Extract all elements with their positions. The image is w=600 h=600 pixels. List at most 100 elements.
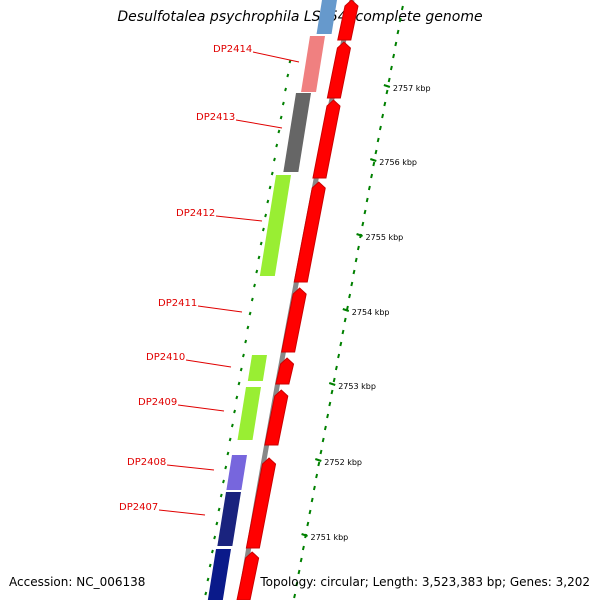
scale-minor-tick (352, 269, 356, 275)
inner-guide-tick (208, 563, 212, 568)
scale-minor-tick (381, 113, 385, 119)
gene-label-dp2413: DP2413 (196, 112, 235, 123)
gene-leader-line (215, 215, 263, 222)
scale-minor-tick (339, 341, 343, 347)
scale-minor-tick (308, 509, 312, 515)
gene-leader-line (166, 464, 215, 471)
gene-label-dp2414: DP2414 (213, 44, 252, 55)
inner-guide-tick (284, 87, 288, 92)
scale-major-tick (328, 382, 336, 386)
scale-minor-tick (312, 485, 316, 491)
inner-guide-tick (222, 479, 225, 484)
accession-text: Accession: NC_006138 (9, 575, 146, 589)
inner-guide-tick (206, 577, 210, 582)
inner-guide-tick (219, 493, 223, 498)
gene-leader-line (235, 119, 283, 129)
inner-guide-tick (230, 423, 234, 428)
scale-minor-tick (323, 425, 327, 431)
inner-guide-tick (279, 115, 283, 120)
scale-minor-tick (398, 17, 402, 23)
scale-tick-label: 2757 kbp (393, 84, 431, 93)
scale-minor-tick (345, 305, 349, 311)
feature-block (217, 492, 241, 546)
inner-guide-tick (235, 395, 239, 400)
inner-guide-tick (215, 521, 219, 526)
scale-minor-tick (367, 185, 371, 191)
inner-guide-tick (242, 353, 245, 358)
cds-arrow (264, 389, 289, 446)
scale-minor-tick (332, 377, 336, 383)
tick-layer: 2757 kbp 2756 kbp 2755 kbp 2754 kbp 2753 kbp… (204, 5, 431, 599)
gene-label-dp2408: DP2408 (127, 457, 166, 468)
scale-major-tick (301, 533, 308, 537)
scale-minor-tick (295, 581, 299, 587)
inner-guide-tick (217, 507, 221, 512)
label-layer: DP2414 DP2413 DP2412 DP2411 DP2410 DP2409 DP24… (119, 44, 300, 516)
scale-minor-tick (341, 329, 345, 335)
inner-guide-tick (224, 465, 228, 470)
scale-minor-tick (383, 101, 387, 107)
scale-minor-tick (396, 29, 400, 35)
cds-arrow (245, 457, 277, 549)
scale-tick-label: 2755 kbp (366, 233, 404, 242)
scale-minor-tick (326, 413, 330, 419)
feature-block (226, 455, 247, 490)
scale-major-tick (342, 308, 350, 312)
scale-minor-tick (363, 209, 367, 215)
scale-minor-tick (387, 77, 391, 83)
cds-layer (236, 0, 359, 600)
feature-block (247, 355, 267, 381)
gene-label-dp2409: DP2409 (138, 397, 177, 408)
scale-minor-tick (343, 317, 347, 323)
feature-block (259, 175, 291, 276)
topology-summary: Topology: circular; Length: 3,523,383 bp… (260, 575, 590, 589)
inner-guide-tick (248, 311, 252, 316)
scale-minor-tick (310, 497, 314, 503)
inner-guide-tick (268, 185, 272, 190)
scale-major-tick (369, 158, 377, 162)
feature-block (316, 0, 337, 34)
scale-minor-tick (389, 65, 393, 71)
inner-guide-tick (246, 325, 250, 330)
scale-minor-tick (297, 569, 301, 575)
scale-minor-tick (328, 401, 332, 407)
cds-arrow (281, 287, 307, 353)
scale-major-tick (314, 458, 322, 462)
feature-block (283, 93, 311, 172)
scale-minor-tick (365, 197, 369, 203)
scale-minor-tick (315, 473, 319, 479)
scale-minor-tick (400, 5, 404, 11)
scale-minor-tick (394, 41, 398, 47)
gene-label-dp2407: DP2407 (119, 502, 158, 513)
cds-arrow (337, 0, 359, 41)
gene-label-dp2411: DP2411 (158, 298, 197, 309)
feature-block (207, 549, 231, 600)
scale-minor-tick (317, 461, 321, 467)
scale-minor-tick (319, 449, 323, 455)
inner-guide-tick (266, 199, 270, 204)
scale-minor-tick (293, 593, 297, 599)
scale-minor-tick (299, 557, 303, 563)
scale-minor-tick (392, 53, 396, 59)
gene-leader-line (158, 509, 206, 516)
scale-minor-tick (356, 245, 360, 251)
feature-block (237, 387, 261, 440)
scale-tick-label: 2756 kbp (379, 158, 417, 167)
scale-major-tick (383, 84, 391, 88)
scale-minor-tick (348, 293, 352, 299)
gene-leader-line (197, 305, 243, 313)
inner-guide-tick (233, 409, 237, 414)
inner-guide-tick (270, 171, 274, 176)
inner-guide-tick (237, 381, 241, 386)
scale-minor-tick (330, 389, 334, 395)
scale-minor-tick (361, 221, 365, 227)
scale-minor-tick (354, 257, 358, 263)
feature-block (301, 36, 325, 92)
inner-guide-tick (213, 535, 217, 540)
scale-minor-tick (376, 137, 380, 143)
cds-arrow (312, 99, 341, 179)
scale-tick-label: 2752 kbp (324, 458, 362, 467)
scale-minor-tick (385, 89, 389, 95)
gene-leader-line (177, 404, 225, 412)
